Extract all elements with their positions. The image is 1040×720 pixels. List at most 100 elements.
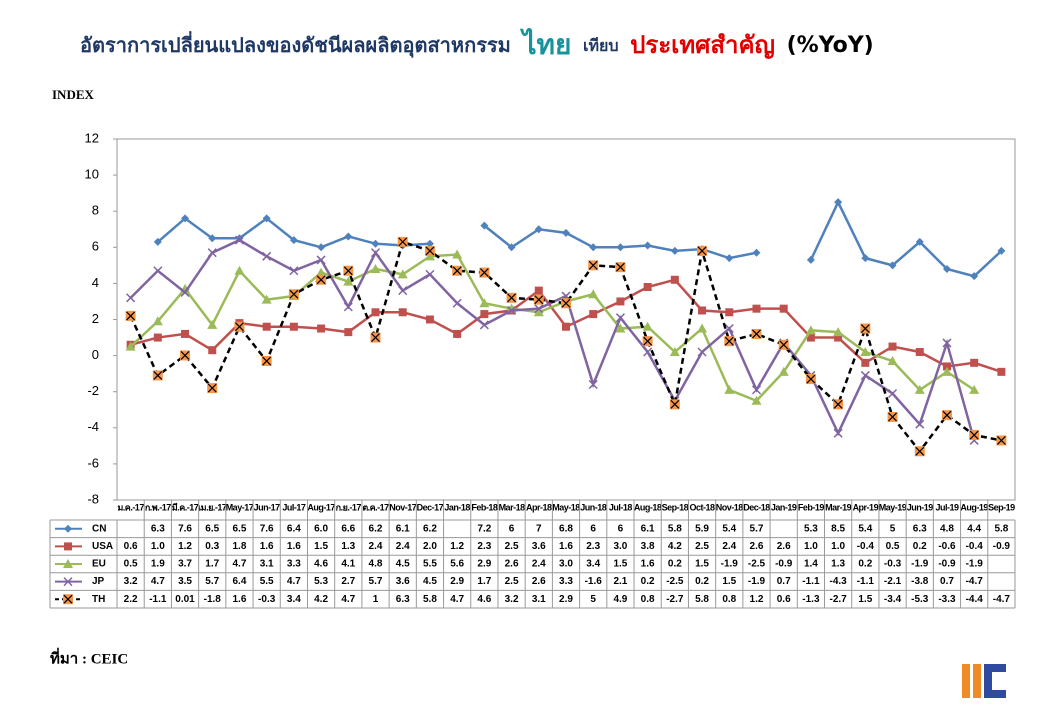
x-tick-label: May-18 — [552, 502, 580, 512]
table-cell: 5.7 — [205, 576, 219, 587]
x-tick-label: Apr-19 — [853, 502, 879, 512]
marker — [751, 385, 762, 395]
table-cell: -0.4 — [966, 541, 984, 552]
table-cell: -1.1 — [802, 576, 820, 587]
table-cell: 0.2 — [695, 576, 709, 587]
table-cell: 1.5 — [613, 559, 627, 570]
y-tick-label: -2 — [87, 383, 99, 398]
marker-cross — [643, 336, 653, 346]
table-cell: -1.9 — [911, 559, 929, 570]
table-cell: 2.1 — [613, 576, 627, 587]
title-main: อัตราการเปลี่ยนแปลงของดัชนีผลผลิตอุตสาหก… — [80, 30, 511, 58]
marker — [534, 225, 543, 234]
legend-marker — [63, 594, 73, 605]
marker — [534, 286, 543, 295]
x-tick-label: Jan-18 — [444, 502, 470, 512]
marker — [915, 237, 924, 246]
table-cell: 1.6 — [260, 541, 274, 552]
table-cell: 0.8 — [722, 594, 736, 605]
marker — [561, 298, 571, 309]
table-cell: 2.7 — [341, 576, 355, 587]
marker — [724, 336, 735, 347]
marker — [725, 254, 734, 263]
marker-cross — [207, 383, 217, 393]
marker — [533, 294, 544, 305]
x-tick-label: Jan-19 — [771, 502, 797, 512]
table-cell: 2.4 — [532, 559, 546, 570]
table-cell: -2.7 — [666, 594, 684, 605]
marker — [181, 329, 190, 338]
table-cell: 2.9 — [450, 576, 464, 587]
marker — [208, 346, 217, 355]
marker — [942, 338, 952, 348]
marker-cross — [588, 260, 598, 270]
marker — [941, 410, 952, 421]
marker — [833, 428, 843, 438]
marker — [344, 328, 353, 337]
marker — [615, 323, 626, 333]
table-cell: 3.4 — [586, 559, 600, 570]
table-cell: -4.4 — [966, 594, 984, 605]
table-cell: 6.6 — [341, 523, 355, 534]
legend-label: CN — [92, 523, 106, 534]
table-cell: 6.3 — [151, 523, 165, 534]
legend-marker — [63, 577, 73, 587]
table-cell: -5.3 — [911, 594, 929, 605]
marker-cross — [153, 371, 163, 380]
marker — [562, 322, 570, 331]
marker-cross — [534, 295, 544, 305]
table-cell: 6.1 — [396, 523, 410, 534]
marker — [317, 243, 326, 252]
y-tick-label: 10 — [85, 167, 99, 182]
table-cell: 1.3 — [341, 541, 355, 552]
y-tick-label: 0 — [92, 347, 99, 362]
marker-cross — [398, 237, 408, 247]
marker — [343, 302, 353, 312]
legend-label: JP — [92, 576, 105, 587]
table-cell: 4.6 — [477, 594, 491, 605]
marker — [860, 370, 870, 380]
table-cell: 3.6 — [396, 576, 410, 587]
x-tick-label: May-19 — [879, 502, 907, 512]
table-cell: 4.6 — [314, 559, 328, 570]
marker-cross — [996, 436, 1006, 445]
marker — [588, 289, 599, 299]
marker — [262, 322, 271, 331]
table-cell: 1.3 — [831, 559, 845, 570]
legend-entry: TH — [55, 594, 105, 605]
marker — [589, 310, 598, 319]
table-cell: 1.0 — [831, 541, 845, 552]
title-thai: ไทย — [519, 28, 571, 61]
marker — [752, 248, 761, 257]
marker — [778, 339, 789, 350]
x-tick-label: Sep-19 — [988, 502, 1015, 512]
table-cell: -0.4 — [857, 541, 875, 552]
table-cell: 3.7 — [178, 559, 192, 570]
marker — [887, 411, 898, 422]
table-cell: 2.2 — [124, 594, 138, 605]
marker-cross — [833, 399, 843, 409]
table-cell: 1.6 — [641, 559, 655, 570]
table-cell: -3.8 — [911, 576, 929, 587]
marker — [697, 323, 708, 333]
marker — [152, 316, 163, 326]
marker — [861, 254, 870, 263]
marker-cross — [670, 399, 680, 409]
marker — [262, 214, 271, 223]
table-cell: 0.7 — [777, 576, 791, 587]
marker — [941, 366, 952, 376]
marker — [480, 310, 489, 319]
table-cell: 0.5 — [886, 541, 900, 552]
marker-cross — [452, 266, 462, 276]
table-cell: 0.8 — [641, 594, 655, 605]
x-tick-label: Sep-18 — [662, 502, 689, 512]
table-cell: 1.6 — [559, 541, 573, 552]
x-tick-label: Jun-18 — [580, 502, 607, 512]
y-tick-label: 2 — [92, 311, 99, 326]
marker-cross — [724, 336, 734, 346]
marker — [180, 350, 191, 361]
marker — [914, 384, 925, 394]
marker — [398, 308, 407, 317]
table-cell: 5 — [590, 594, 596, 605]
table-cell: 3.5 — [178, 576, 192, 587]
